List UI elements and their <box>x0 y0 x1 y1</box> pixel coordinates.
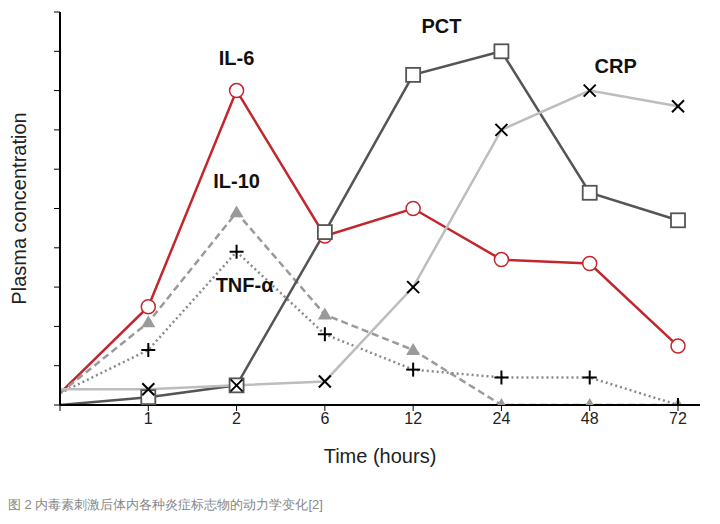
svg-text:TNF-α: TNF-α <box>216 274 275 296</box>
svg-text:Time (hours): Time (hours) <box>324 445 437 467</box>
svg-text:CRP: CRP <box>595 55 637 77</box>
svg-text:IL-10: IL-10 <box>213 170 260 192</box>
svg-text:12: 12 <box>404 410 422 427</box>
svg-text:Plasma concentration: Plasma concentration <box>8 112 30 304</box>
svg-text:72: 72 <box>669 410 687 427</box>
svg-text:1: 1 <box>144 410 153 427</box>
svg-text:2: 2 <box>232 410 241 427</box>
svg-text:IL-6: IL-6 <box>219 47 255 69</box>
svg-text:24: 24 <box>493 410 511 427</box>
svg-text:6: 6 <box>320 410 329 427</box>
html-text:图 2 内毒素刺激后体内各种炎症标志物的动力学变化[2]: 图 2 内毒素刺激后体内各种炎症标志物的动力学变化[2] <box>8 497 323 512</box>
svg-text:PCT: PCT <box>421 15 461 37</box>
svg-text:48: 48 <box>581 410 599 427</box>
